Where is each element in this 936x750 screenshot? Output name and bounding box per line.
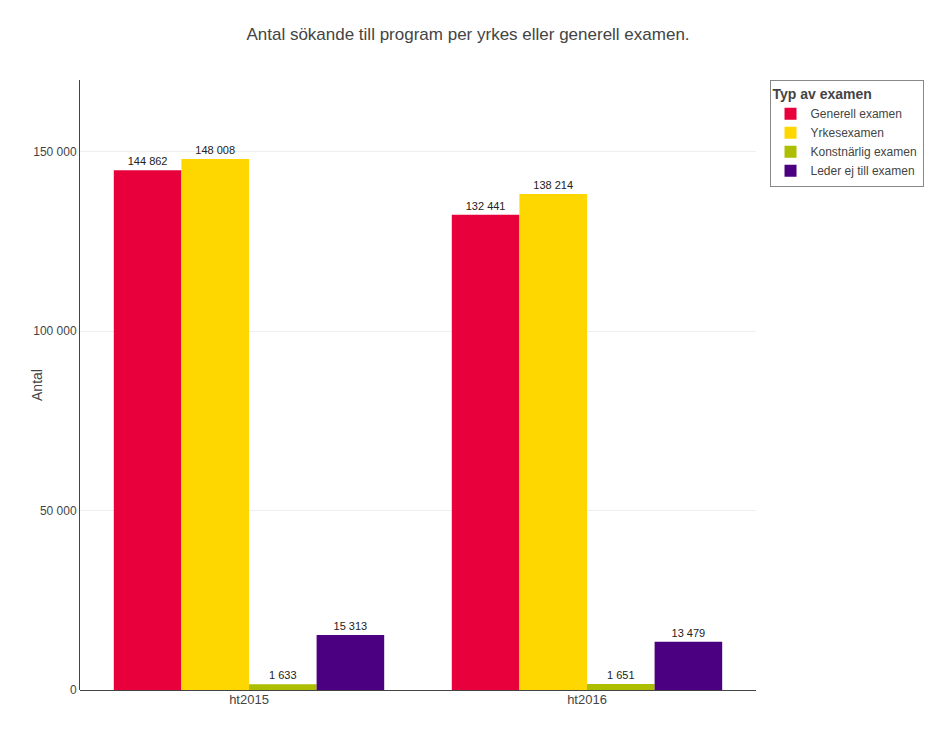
svg-text:132 441: 132 441 <box>466 200 506 212</box>
svg-text:Antal sökande till program per: Antal sökande till program per yrkes ell… <box>246 25 689 44</box>
svg-text:Leder ej till examen: Leder ej till examen <box>811 164 915 178</box>
svg-text:Yrkesexamen: Yrkesexamen <box>811 126 884 140</box>
svg-text:ht2016: ht2016 <box>567 692 607 707</box>
svg-text:15 313: 15 313 <box>334 620 368 632</box>
svg-text:138 214: 138 214 <box>533 179 573 191</box>
svg-text:Generell examen: Generell examen <box>811 107 902 121</box>
svg-text:13 479: 13 479 <box>672 627 706 639</box>
svg-text:Typ av examen: Typ av examen <box>773 86 872 102</box>
svg-text:0: 0 <box>70 683 77 697</box>
svg-text:148 008: 148 008 <box>195 144 235 156</box>
svg-text:Antal: Antal <box>29 369 45 401</box>
svg-text:144 862: 144 862 <box>128 155 168 167</box>
svg-text:1 633: 1 633 <box>269 669 297 681</box>
svg-text:ht2015: ht2015 <box>229 692 269 707</box>
svg-text:100 000: 100 000 <box>33 324 77 338</box>
svg-text:150 000: 150 000 <box>33 145 77 159</box>
svg-text:50 000: 50 000 <box>40 504 77 518</box>
svg-text:Konstnärlig examen: Konstnärlig examen <box>811 145 917 159</box>
svg-text:1 651: 1 651 <box>607 669 635 681</box>
